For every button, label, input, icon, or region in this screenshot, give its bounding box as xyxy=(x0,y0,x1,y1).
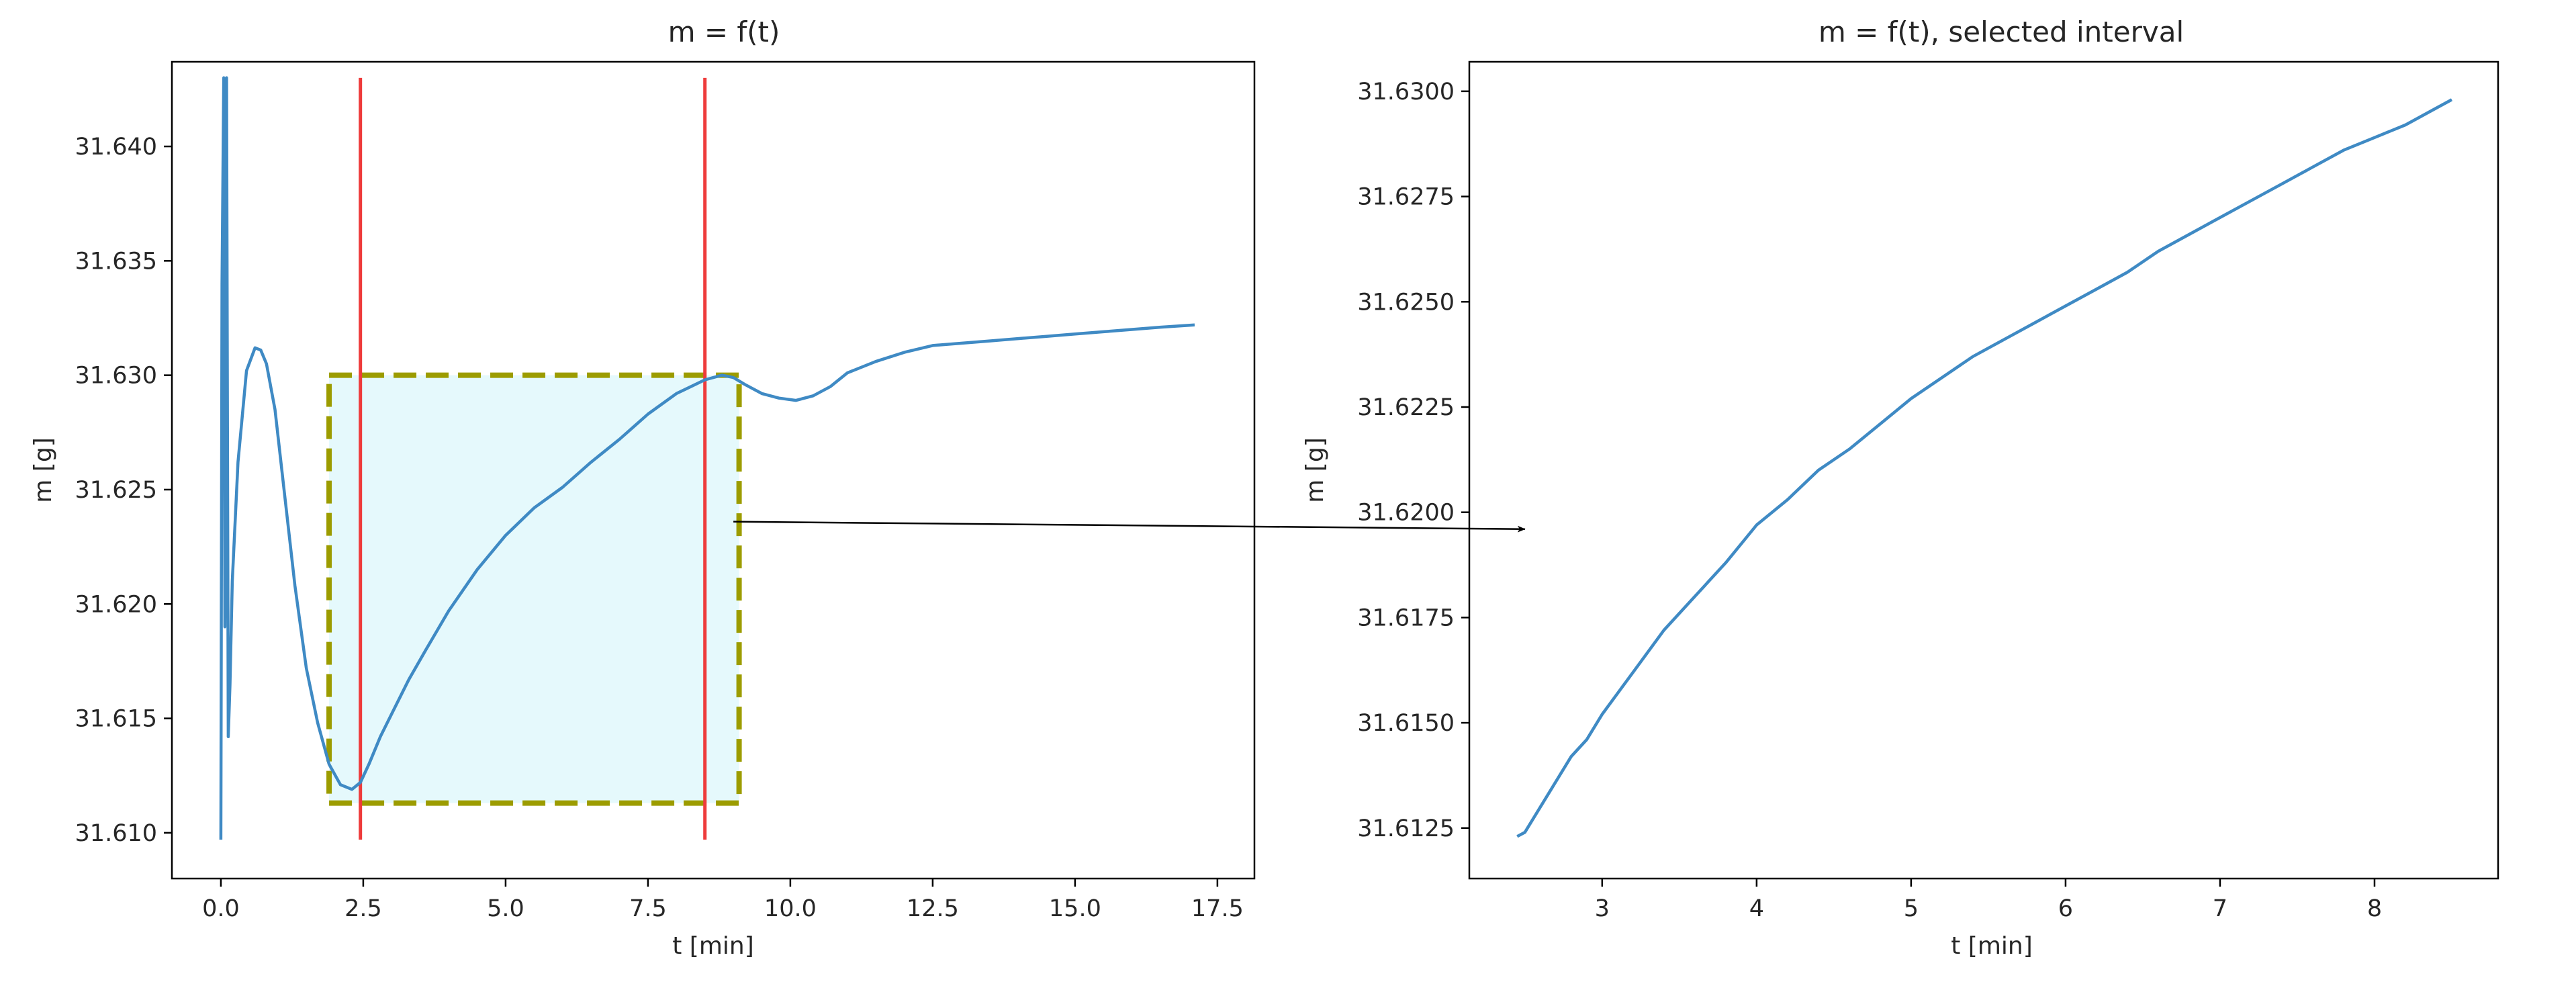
right-plot-frame xyxy=(1468,60,2499,880)
y-tick-label: 31.620 xyxy=(75,591,157,618)
right-y-axis-label: m [g] xyxy=(1301,437,1329,502)
x-tick-label: 17.5 xyxy=(1191,895,1244,922)
x-tick-label: 7 xyxy=(2213,895,2227,922)
x-tick-label: 8 xyxy=(2367,895,2382,922)
right-chart: m = f(t), selected interval 3 4 5 6 7 8 31.61… xyxy=(1301,15,2499,960)
left-y-ticks: 31.610 31.615 31.620 31.625 31.630 31.635 31.6… xyxy=(75,134,172,847)
y-tick-label: 31.630 xyxy=(75,363,157,390)
right-series xyxy=(1516,98,2453,838)
right-x-ticks: 3 4 5 6 7 8 xyxy=(1595,879,2382,922)
left-series xyxy=(219,76,1195,840)
left-interval-markers xyxy=(359,77,707,840)
x-tick-label: 3 xyxy=(1595,895,1610,922)
y-tick-label: 31.6200 xyxy=(1357,500,1455,527)
right-y-ticks: 31.6125 31.6150 31.6175 31.6200 31.6225 31.62… xyxy=(1357,79,1469,842)
x-tick-label: 2.5 xyxy=(344,895,382,922)
x-tick-label: 6 xyxy=(2058,895,2073,922)
left-chart-title: m = f(t) xyxy=(668,15,780,48)
y-tick-label: 31.6275 xyxy=(1357,184,1455,211)
left-chart: m = f(t) 0.0 2.5 5.0 7.5 10.0 12.5 15.0 17.5 31… xyxy=(30,15,1256,960)
left-x-axis-label: t [min] xyxy=(672,932,754,960)
x-tick-label: 5.0 xyxy=(487,895,524,922)
x-tick-label: 7.5 xyxy=(629,895,667,922)
y-tick-label: 31.6300 xyxy=(1357,79,1455,105)
y-tick-label: 31.640 xyxy=(75,134,157,161)
x-tick-label: 15.0 xyxy=(1049,895,1101,922)
x-tick-label: 0.0 xyxy=(202,895,240,922)
y-tick-label: 31.6175 xyxy=(1357,605,1455,631)
y-tick-label: 31.6125 xyxy=(1357,815,1455,842)
left-plot-frame xyxy=(171,60,1256,880)
x-tick-label: 12.5 xyxy=(907,895,959,922)
x-tick-label: 5 xyxy=(1904,895,1919,922)
x-tick-label: 4 xyxy=(1749,895,1764,922)
x-tick-label: 10.0 xyxy=(764,895,817,922)
y-tick-label: 31.625 xyxy=(75,477,157,504)
y-tick-label: 31.635 xyxy=(75,248,157,275)
interval-arrow xyxy=(733,521,1526,533)
y-tick-label: 31.6225 xyxy=(1357,394,1455,421)
right-chart-title: m = f(t), selected interval xyxy=(1819,15,2184,48)
left-x-ticks: 0.0 2.5 5.0 7.5 10.0 12.5 15.0 17.5 xyxy=(202,879,1244,922)
series-line xyxy=(1516,98,2453,838)
series-line xyxy=(219,76,1195,840)
y-tick-label: 31.610 xyxy=(75,820,157,847)
left-y-axis-label: m [g] xyxy=(30,437,57,502)
right-x-axis-label: t [min] xyxy=(1951,932,2033,960)
left-selection-box xyxy=(326,372,742,806)
y-tick-label: 31.615 xyxy=(75,706,157,733)
selection-rectangle xyxy=(326,372,742,806)
y-tick-label: 31.6150 xyxy=(1357,710,1455,737)
y-tick-label: 31.6250 xyxy=(1357,289,1455,316)
